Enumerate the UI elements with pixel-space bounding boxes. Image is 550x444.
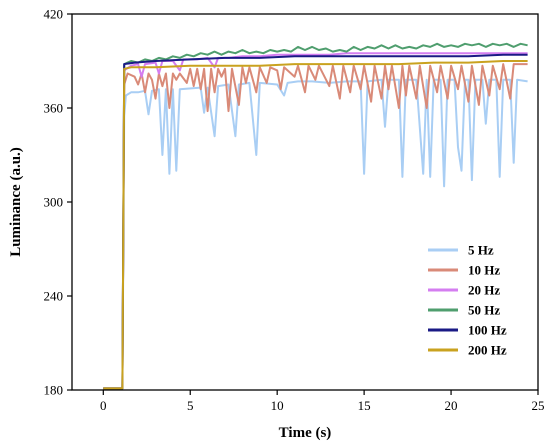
legend-label: 5 Hz	[468, 243, 494, 258]
series-layer	[103, 42, 528, 390]
series-line-200-hz	[103, 60, 528, 390]
y-tick-label: 240	[44, 289, 64, 304]
x-tick-label: 25	[532, 398, 545, 413]
legend-label: 20 Hz	[468, 283, 500, 298]
y-tick-label: 360	[44, 101, 64, 116]
y-tick-label: 180	[44, 383, 64, 398]
legend-label: 200 Hz	[468, 343, 507, 358]
x-tick-label: 0	[100, 398, 107, 413]
legend-label: 50 Hz	[468, 303, 500, 318]
ticks-layer: 0 5 10 15 20 25 180 240 300 360 420	[44, 7, 545, 414]
y-tick-label: 420	[44, 7, 64, 22]
legend-label: 100 Hz	[468, 323, 507, 338]
x-tick-label: 15	[358, 398, 371, 413]
legend-label: 10 Hz	[468, 263, 500, 278]
y-axis-title: Luminance (a.u.)	[8, 147, 24, 257]
legend: 5 Hz 10 Hz 20 Hz 50 Hz 100 Hz 200 Hz	[428, 243, 507, 358]
series-line-5-hz	[103, 78, 528, 390]
x-tick-label: 10	[271, 398, 284, 413]
x-tick-label: 20	[445, 398, 458, 413]
series-line-10-hz	[103, 63, 528, 390]
series-line-50-hz	[103, 42, 528, 390]
series-line-100-hz	[103, 53, 528, 390]
y-tick-label: 300	[44, 195, 64, 210]
x-axis-title: Time (s)	[279, 425, 332, 441]
x-tick-label: 5	[187, 398, 194, 413]
